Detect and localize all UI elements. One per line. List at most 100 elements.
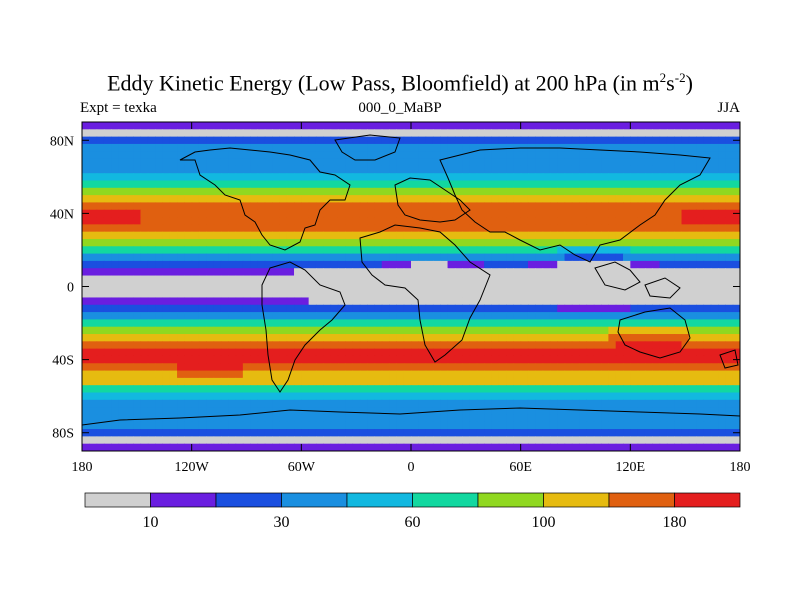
field-cell xyxy=(637,392,646,401)
field-cell xyxy=(96,165,105,174)
field-cell xyxy=(177,260,185,269)
field-cell xyxy=(432,202,441,211)
field-cell xyxy=(206,312,215,320)
field-cell xyxy=(337,377,346,386)
field-cell xyxy=(520,436,529,445)
field-cell xyxy=(82,238,90,247)
field-cell xyxy=(469,202,478,211)
field-cell xyxy=(681,187,690,196)
field-cell xyxy=(484,326,493,335)
field-cell xyxy=(250,173,259,182)
field-cell xyxy=(264,136,273,145)
field-cell xyxy=(732,312,740,320)
field-cell xyxy=(425,421,434,430)
field-cell xyxy=(579,334,588,342)
field-cell xyxy=(710,392,719,401)
field-cell xyxy=(703,334,712,342)
field-cell xyxy=(732,238,740,247)
field-cell xyxy=(652,392,661,401)
field-cell xyxy=(89,443,98,451)
field-cell xyxy=(96,290,105,299)
field-cell xyxy=(630,143,639,152)
field-cell xyxy=(644,173,653,182)
field-cell xyxy=(147,334,156,342)
field-cell xyxy=(454,414,463,423)
field-cell xyxy=(345,326,354,335)
field-cell xyxy=(535,399,544,408)
field-cell xyxy=(125,414,134,423)
field-cell xyxy=(403,304,412,313)
field-cell xyxy=(177,187,185,196)
field-cell xyxy=(191,224,200,233)
field-cell xyxy=(674,436,683,445)
field-cell xyxy=(564,268,573,277)
field-cell xyxy=(242,260,251,269)
field-cell xyxy=(147,304,156,313)
field-cell xyxy=(125,429,134,437)
field-cell xyxy=(674,180,683,189)
field-cell xyxy=(337,348,346,357)
field-cell xyxy=(725,421,734,430)
field-cell xyxy=(367,304,376,313)
field-cell xyxy=(440,348,449,357)
field-cell xyxy=(308,224,317,233)
field-cell xyxy=(608,180,617,189)
field-cell xyxy=(301,348,310,357)
field-cell xyxy=(681,268,690,277)
field-cell xyxy=(469,136,478,145)
field-cell xyxy=(498,217,507,225)
field-cell xyxy=(140,355,149,364)
field-cell xyxy=(513,231,522,240)
field-cell xyxy=(557,312,566,320)
field-cell xyxy=(652,399,661,408)
field-cell xyxy=(118,165,127,174)
field-cell xyxy=(549,238,558,247)
field-cell xyxy=(315,195,324,204)
field-cell xyxy=(403,122,412,130)
field-cell xyxy=(564,429,573,437)
field-cell xyxy=(345,217,354,225)
field-cell xyxy=(162,326,171,335)
field-cell xyxy=(118,253,127,262)
field-cell xyxy=(220,180,229,189)
colorbar-label: 30 xyxy=(274,514,290,531)
field-cell xyxy=(454,399,463,408)
field-cell xyxy=(476,246,485,255)
field-cell xyxy=(177,363,185,372)
field-cell xyxy=(82,165,90,174)
field-cell xyxy=(96,173,105,182)
field-cell xyxy=(615,363,624,372)
field-cell xyxy=(608,173,617,182)
field-cell xyxy=(447,268,456,277)
field-cell xyxy=(579,143,588,152)
field-cell xyxy=(469,399,478,408)
field-cell xyxy=(359,224,368,233)
field-cell xyxy=(147,407,156,416)
field-cell xyxy=(389,326,397,335)
field-cell xyxy=(125,326,134,335)
field-cell xyxy=(337,143,346,152)
field-cell xyxy=(235,414,244,423)
field-cell xyxy=(381,341,390,350)
field-cell xyxy=(725,209,734,218)
field-cell xyxy=(586,260,595,269)
field-cell xyxy=(696,414,705,423)
field-cell xyxy=(557,341,566,350)
field-cell xyxy=(571,173,580,182)
field-cell xyxy=(184,341,193,350)
field-cell xyxy=(710,209,719,218)
field-cell xyxy=(462,385,471,394)
field-cell xyxy=(608,151,617,160)
field-cell xyxy=(352,290,361,299)
field-cell xyxy=(250,436,259,445)
field-cell xyxy=(601,297,609,306)
field-cell xyxy=(403,421,412,430)
field-cell xyxy=(725,275,734,284)
field-cell xyxy=(337,319,346,328)
field-cell xyxy=(476,231,485,240)
field-cell xyxy=(89,260,98,269)
field-cell xyxy=(264,334,273,342)
field-cell xyxy=(323,122,332,130)
field-cell xyxy=(652,304,661,313)
field-cell xyxy=(118,348,127,357)
